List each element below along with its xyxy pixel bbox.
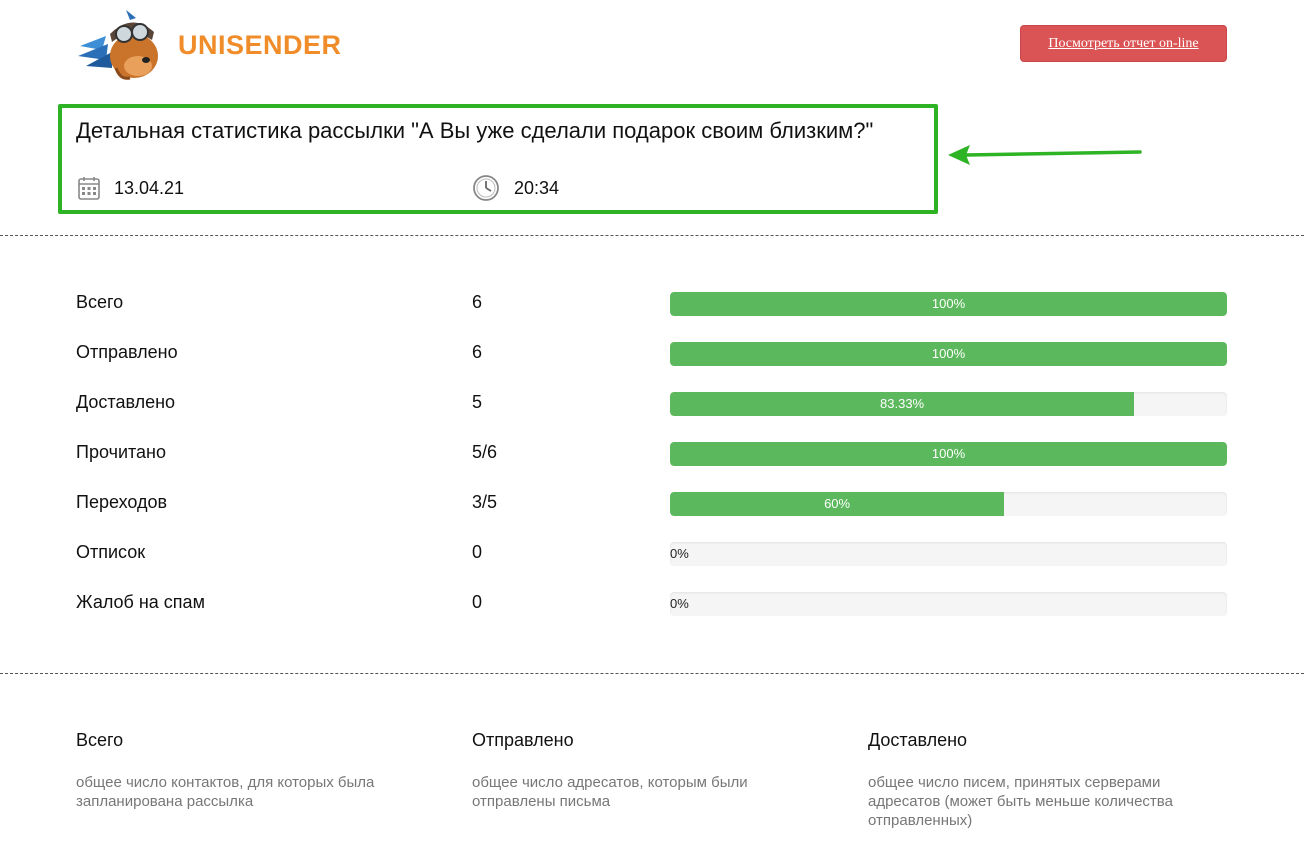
stat-value: 5 (472, 392, 483, 412)
progress-bar: 0% (670, 542, 1227, 566)
mailing-time-value: 20:34 (514, 177, 560, 198)
progress-bar-fill (670, 342, 1227, 366)
progress-bar-percent: 100% (931, 446, 966, 461)
progress-bar: 83.33% (670, 392, 1227, 416)
progress-bar-percent: 0% (670, 596, 689, 611)
stat-value: 6 (472, 292, 483, 312)
calendar-icon (78, 177, 100, 200)
stat-value: 5/6 (472, 442, 498, 462)
section-divider (0, 235, 1304, 236)
header: UNISENDER Посмотреть отчет on-line (0, 0, 1304, 90)
progress-bar-percent: 60% (824, 496, 851, 511)
stat-label: Прочитано (76, 442, 166, 462)
progress-bar: 0% (670, 592, 1227, 616)
section-divider (0, 673, 1304, 674)
stat-value: 0 (472, 592, 483, 612)
legend-description: общее число адресатов, которым были отпр… (472, 774, 748, 810)
stat-value: 6 (472, 342, 483, 362)
stat-value: 0 (472, 542, 483, 562)
progress-bar-percent: 0% (670, 546, 689, 561)
stat-label: Отправлено (76, 342, 178, 362)
legend-title: Доставлено (868, 730, 968, 750)
stat-row: Отправлено 6 100% (0, 328, 1304, 378)
mailing-time: 20:34 (472, 174, 559, 202)
legend-item: Отправлено общее число адресатов, которым… (472, 730, 812, 811)
progress-bar: 100% (670, 342, 1227, 366)
stat-row: Доставлено 5 83.33% (0, 378, 1304, 428)
page-title: Детальная статистика рассылки "А Вы уже … (76, 118, 874, 143)
mailing-date-value: 13.04.21 (114, 177, 185, 198)
progress-bar-percent: 83.33% (880, 396, 925, 411)
legend-description: общее число контактов, для которых была … (76, 774, 375, 810)
legend-title: Отправлено (472, 730, 574, 750)
stat-row: Всего 6 100% (0, 278, 1304, 328)
legend-item: Всего общее число контактов, для которых … (76, 730, 416, 811)
mailing-title-block: Детальная статистика рассылки "А Вы уже … (58, 104, 938, 214)
green-arrow-annotation (948, 145, 1142, 165)
dog-mascot-icon (78, 10, 158, 80)
stat-label: Жалоб на спам (76, 592, 205, 612)
stat-row: Переходов 3/5 60% (0, 478, 1304, 528)
progress-bar: 60% (670, 492, 1227, 516)
legend-item: Доставлено общее число писем, принятых се… (868, 730, 1208, 830)
clock-icon (473, 175, 499, 201)
stat-row: Жалоб на спам 0 0% (0, 578, 1304, 628)
progress-bar-fill (670, 492, 1005, 516)
legend-title: Всего (76, 730, 124, 750)
brand-name: UNISENDER (178, 29, 342, 60)
progress-bar: 100% (670, 292, 1227, 316)
stat-value: 3/5 (472, 492, 498, 512)
stat-label: Доставлено (76, 392, 176, 412)
unisender-logo[interactable]: UNISENDER (76, 6, 342, 84)
progress-bar-fill (670, 442, 1227, 466)
stat-label: Переходов (76, 492, 168, 512)
progress-bar-fill (670, 292, 1227, 316)
progress-bar: 100% (670, 442, 1227, 466)
progress-bar-percent: 100% (931, 296, 966, 311)
stat-row: Прочитано 5/6 100% (0, 428, 1304, 478)
stat-label: Отписок (76, 542, 146, 562)
progress-bar-fill (670, 392, 1135, 416)
view-online-report-button[interactable]: Посмотреть отчет on-line (1020, 25, 1227, 62)
stat-row: Отписок 0 0% (0, 528, 1304, 578)
mailing-date: 13.04.21 (78, 176, 184, 200)
stat-label: Всего (76, 292, 124, 312)
progress-bar-percent: 100% (931, 346, 966, 361)
legend-description: общее число писем, принятых серверами ад… (868, 774, 1173, 829)
